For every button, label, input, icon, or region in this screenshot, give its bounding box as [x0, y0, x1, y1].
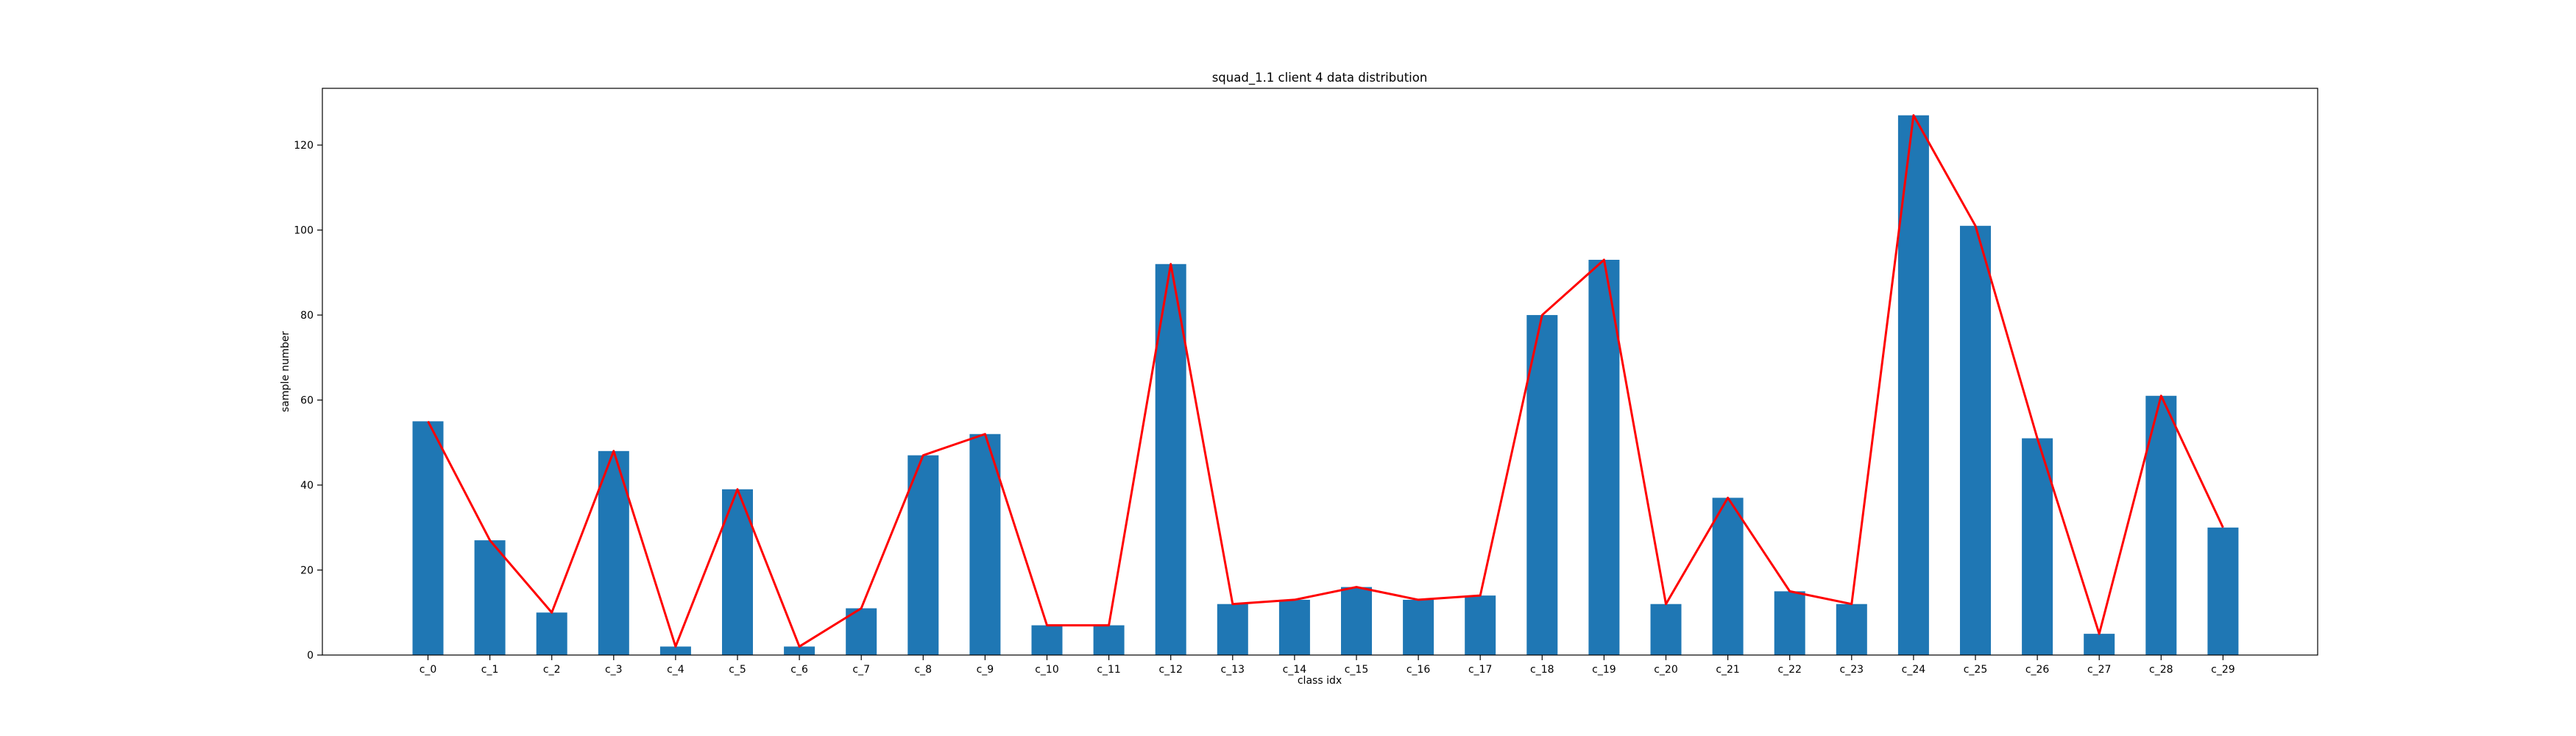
bar-c_15: [1341, 587, 1372, 655]
bar-c_19: [1588, 259, 1620, 655]
bar-c_1: [474, 540, 506, 655]
bars-layer: [412, 115, 2239, 656]
y-tick-label: 0: [307, 650, 314, 662]
x-tick-label: c_29: [2211, 664, 2235, 676]
bar-c_7: [846, 608, 877, 655]
bar-c_2: [536, 612, 567, 655]
y-tick-label: 120: [294, 140, 314, 152]
bar-c_10: [1031, 625, 1063, 655]
x-tick-label: c_12: [1158, 664, 1183, 676]
bar-c_14: [1278, 599, 1310, 655]
x-tick-label: c_2: [543, 664, 561, 676]
chart-title: squad_1.1 client 4 data distribution: [1212, 71, 1428, 85]
x-axis-ticks: c_0 c_1 c_2 c_3 c_4 c_5 c_6 c_7 c_8 c_9 c_10 c_11 c_…: [420, 655, 2235, 676]
x-tick-label: c_8: [914, 664, 932, 676]
x-tick-label: c_27: [2087, 664, 2112, 676]
x-tick-label: c_23: [1840, 664, 1864, 676]
bar-c_0: [412, 421, 444, 655]
x-tick-label: c_18: [1530, 664, 1554, 676]
x-tick-label: c_26: [2025, 664, 2050, 676]
y-tick-label: 40: [300, 480, 314, 492]
bar-c_9: [969, 434, 1001, 655]
x-tick-label: c_15: [1345, 664, 1369, 676]
bar-c_21: [1712, 498, 1744, 655]
y-tick-label: 60: [300, 395, 314, 407]
bar-c_4: [659, 646, 691, 655]
y-tick-label: 20: [300, 565, 314, 577]
x-tick-label: c_17: [1468, 664, 1493, 676]
x-tick-label: c_24: [1902, 664, 1926, 676]
x-tick-label: c_5: [729, 664, 746, 676]
x-tick-label: c_13: [1221, 664, 1245, 676]
x-tick-label: c_4: [667, 664, 684, 676]
x-tick-label: c_10: [1035, 664, 1059, 676]
x-tick-label: c_16: [1406, 664, 1431, 676]
bar-c_6: [784, 646, 815, 655]
x-tick-label: c_7: [852, 664, 870, 676]
x-tick-label: c_25: [1964, 664, 1988, 676]
y-tick-label: 80: [300, 310, 314, 322]
x-tick-label: c_22: [1777, 664, 1802, 676]
x-axis-label: class idx: [1298, 675, 1342, 687]
x-tick-label: c_19: [1592, 664, 1616, 676]
bar-c_22: [1774, 591, 1805, 655]
trend-line-layer: [427, 114, 2224, 648]
bar-c_27: [2084, 634, 2115, 655]
bar-c_23: [1836, 604, 1867, 655]
x-tick-label: c_20: [1654, 664, 1678, 676]
x-tick-label: c_0: [420, 664, 437, 676]
bar-c_11: [1093, 625, 1125, 655]
bar-c_16: [1403, 599, 1434, 655]
x-tick-label: c_9: [977, 664, 994, 676]
bar-c_13: [1217, 604, 1248, 655]
x-tick-label: c_28: [2149, 664, 2173, 676]
x-tick-label: c_1: [481, 664, 499, 676]
x-tick-label: c_11: [1097, 664, 1121, 676]
bar-c_17: [1465, 595, 1496, 655]
bar-c_18: [1526, 315, 1558, 655]
bar-c_8: [907, 455, 939, 655]
y-axis-ticks: 0 20 40 60 80 100 120: [294, 140, 322, 662]
x-tick-label: c_21: [1716, 664, 1740, 676]
bar-c_20: [1650, 604, 1682, 655]
bar-c_29: [2207, 527, 2239, 655]
trend-line: [427, 114, 2224, 648]
plot-frame: [322, 88, 2318, 656]
y-axis-label: sample number: [280, 331, 291, 412]
bar-c_25: [1960, 225, 1991, 655]
y-tick-label: 100: [294, 225, 314, 237]
x-tick-label: c_14: [1283, 664, 1307, 676]
x-tick-label: c_6: [790, 664, 808, 676]
x-tick-label: c_3: [605, 664, 623, 676]
